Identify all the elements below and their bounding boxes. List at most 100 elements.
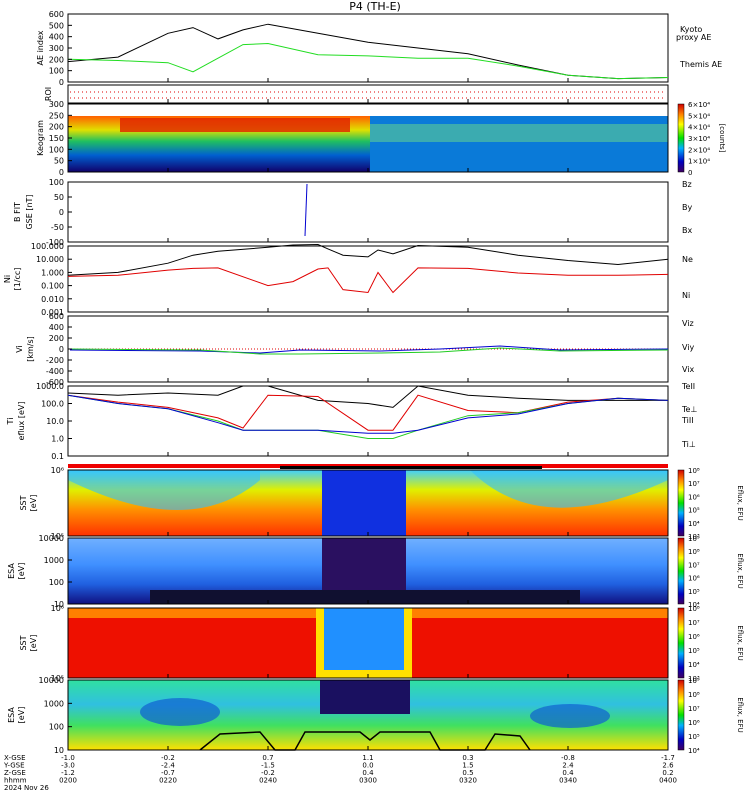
footer-value-y: -1.5 <box>261 762 275 770</box>
temperature-yunit: eflux [eV] <box>17 402 26 441</box>
temperature-series-te <box>67 394 669 431</box>
esa_e-ytick-label: 10000 <box>39 676 64 685</box>
esa-electron-colorbar <box>677 679 685 751</box>
density-legend-ne: Ne <box>682 255 693 264</box>
sst_i-colorbar-tick: 10⁵ <box>688 507 700 515</box>
density-ytick-label: 0.100 <box>41 282 64 291</box>
footer-value-t: 0220 <box>159 777 177 785</box>
footer-value-z: 0.4 <box>362 769 374 777</box>
keogram-panel: Keogram [counts] <box>36 103 726 173</box>
bfit-ytick-label: -100 <box>46 238 64 247</box>
temperature-ytick-label: 100.0 <box>41 400 64 409</box>
footer-value-x: 0.7 <box>262 754 273 762</box>
temperature-series-ti <box>67 394 669 434</box>
bfit-ylabel: B FIT <box>13 202 22 222</box>
keogram-ytick-label: 200 <box>49 123 64 132</box>
esa-ion-yunit: [eV] <box>17 563 26 580</box>
footer-row-label: 2024 Nov 26 <box>4 784 49 792</box>
bfit-ytick-label: 50 <box>54 193 64 202</box>
sst-ion-colorbar-label: Eflux, EFU <box>736 485 744 520</box>
density-ytick-label: 0.001 <box>41 308 64 317</box>
keogram-colorbar-tick: 4×10⁴ <box>688 124 710 132</box>
esa-electron-panel: ESA [eV] Eflux, EFU <box>7 679 744 751</box>
footer-value-y: 2.6 <box>662 762 674 770</box>
sst-ion-colorbar <box>677 469 685 537</box>
plot-title: P4 (TH-E) <box>349 0 401 13</box>
temperature-panel: Ti eflux [eV] TeII Te⊥ TiII Ti⊥ <box>6 382 697 457</box>
bfit-legend-bx: Bx <box>682 226 692 235</box>
keogram-colorbar <box>677 103 685 173</box>
footer-value-t: 0340 <box>559 777 577 785</box>
velocity-legend-viy: Viy <box>682 343 695 352</box>
footer-value-t: 0320 <box>459 777 477 785</box>
ae-legend-themis: Themis AE <box>679 60 722 69</box>
keogram-ytick-label: 50 <box>54 157 64 166</box>
esa_e-ytick-label: 10 <box>54 746 64 755</box>
temperature-ylabel: Ti <box>6 418 15 426</box>
footer-value-x: -1.0 <box>61 754 75 762</box>
density-panel: Ni [1/cc] Ne Ni <box>3 243 693 313</box>
sst_i-colorbar-tick: 10⁴ <box>688 520 700 528</box>
footer-row-label: Y-GSE <box>3 762 25 770</box>
esa-ion-bottom-band <box>150 590 580 604</box>
ae-index-panel: AE index Kyoto proxy AE Themis AE <box>36 13 722 83</box>
temperature-ytick-label: 1000.0 <box>36 382 64 391</box>
density-yunit: [1/cc] <box>13 268 22 291</box>
footer-value-y: 1.5 <box>462 762 473 770</box>
footer-value-z: -0.7 <box>161 769 175 777</box>
density-series-ni <box>67 243 669 276</box>
density-frame <box>67 245 669 313</box>
temperature-legend-till: TiII <box>681 416 694 425</box>
sst_e-ytick-label: 10⁵ <box>51 674 64 683</box>
velocity-ytick-label: -200 <box>46 356 64 365</box>
temperature-legend-teperp: Te⊥ <box>681 405 697 414</box>
temperature-ytick-label: 10.0 <box>46 417 64 426</box>
footer-value-z: 0.5 <box>462 769 473 777</box>
sst_e-colorbar-tick: 10⁷ <box>688 619 700 627</box>
esa_e-colorbar-tick: 10⁸ <box>688 691 700 699</box>
esa-ion-colorbar-label: Eflux, EFU <box>736 553 744 588</box>
esa-ion-colorbar <box>677 537 685 605</box>
footer-value-x: -0.8 <box>561 754 575 762</box>
ae-ylabel: AE index <box>36 30 45 65</box>
density-ytick-label: 10.000 <box>36 255 64 264</box>
sst_i-colorbar-tick: 10⁸ <box>688 467 700 475</box>
velocity-ytick-label: 200 <box>49 334 64 343</box>
esa_e-colorbar-tick: 10⁶ <box>688 719 700 727</box>
footer-value-z: 0.2 <box>662 769 673 777</box>
ae-series-kyotoproxyae <box>67 42 669 80</box>
keogram-ytick-label: 0 <box>59 168 64 177</box>
footer-value-y: -3.0 <box>61 762 75 770</box>
footer-value-t: 0400 <box>659 777 677 785</box>
footer-value-y: 0.0 <box>362 762 373 770</box>
esa_e-colorbar-tick: 10⁹ <box>688 677 700 685</box>
esa_i-colorbar-tick: 10⁶ <box>688 575 700 583</box>
temperature-legend-tiperp: Ti⊥ <box>681 440 696 449</box>
ae-ytick-label: 300 <box>49 44 64 53</box>
footer-value-x: -0.2 <box>161 754 175 762</box>
velocity-ytick-label: -600 <box>46 378 64 387</box>
ae-ytick-label: 200 <box>49 55 64 64</box>
esa-ion-panel: ESA [eV] Eflux, EFU <box>7 537 744 605</box>
esa_e-colorbar-tick: 10⁵ <box>688 733 700 741</box>
footer-row-label: X-GSE <box>4 754 26 762</box>
sst_e-colorbar-tick: 10⁸ <box>688 605 700 613</box>
velocity-legend-viz: Viz <box>682 319 694 328</box>
esa_i-ytick-label: 10000 <box>39 534 64 543</box>
keogram-ytick-label: 250 <box>49 111 64 120</box>
velocity-ytick-label: -400 <box>46 367 64 376</box>
keogram-colorbar-tick: 6×10⁴ <box>688 101 710 109</box>
footer-value-y: 2.4 <box>562 762 574 770</box>
esa-electron-colorbar-label: Eflux, EFU <box>736 697 744 732</box>
sst_e-colorbar-tick: 10⁵ <box>688 647 700 655</box>
footer-value-z: -0.2 <box>261 769 275 777</box>
ae-frame <box>67 13 669 83</box>
esa-electron-ylabel: ESA <box>7 707 16 723</box>
keogram-colorbar-tick: 2×10⁴ <box>688 146 710 154</box>
sst_i-ytick-label: 10⁵ <box>51 532 64 541</box>
temperature-ytick-label: 1.0 <box>51 435 64 444</box>
keogram-right-band <box>370 124 668 142</box>
bfit-legend-bz: Bz <box>682 180 692 189</box>
sst-ion-gap <box>322 470 406 536</box>
ae-ytick-label: 500 <box>49 21 64 30</box>
